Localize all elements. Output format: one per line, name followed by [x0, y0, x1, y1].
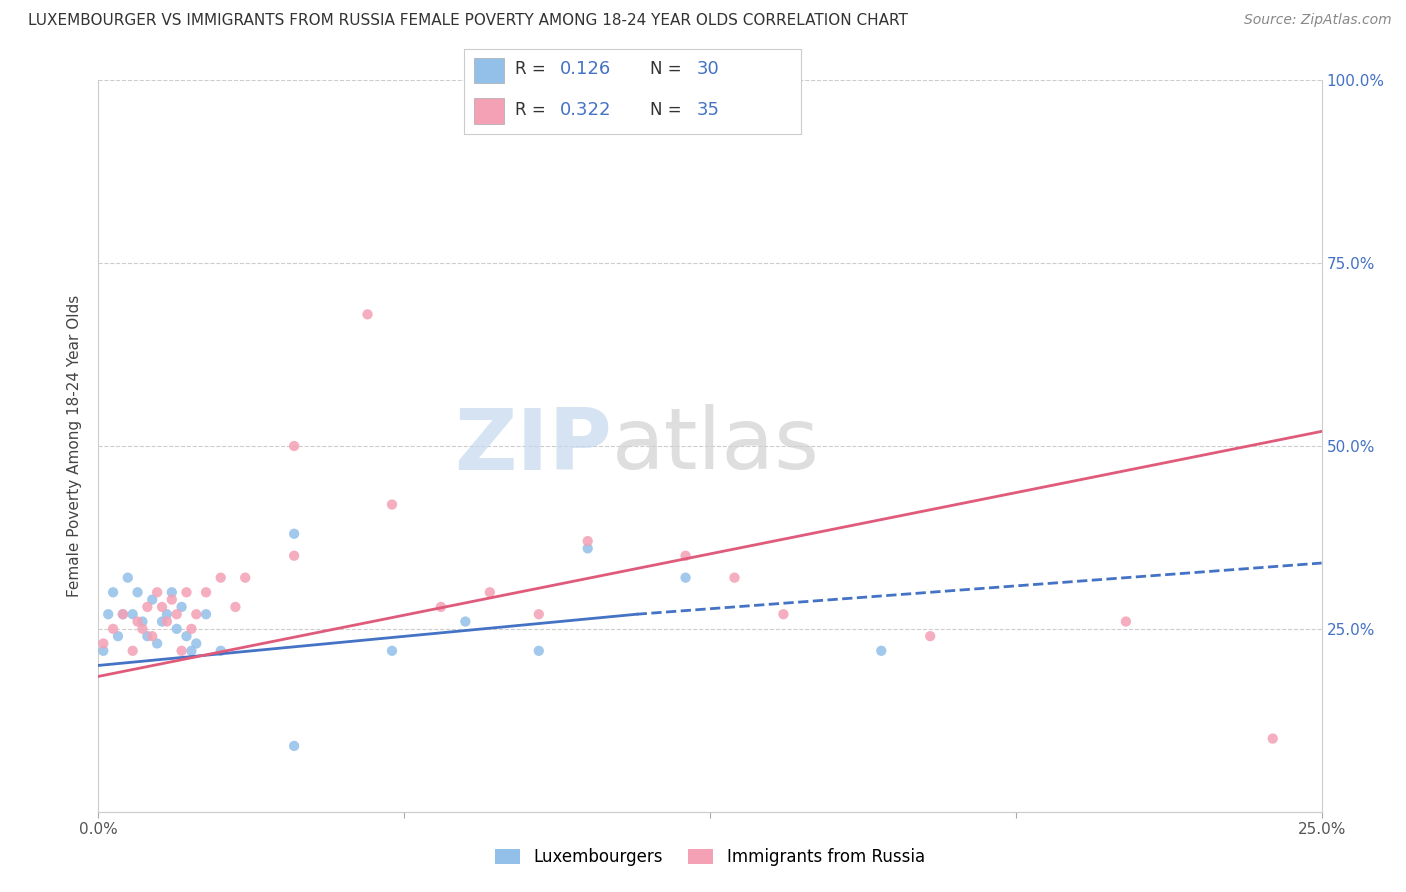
Point	[127, 615, 149, 629]
Point	[121, 644, 143, 658]
Point	[166, 622, 188, 636]
Point	[136, 629, 159, 643]
Point	[527, 607, 550, 622]
Point	[180, 622, 202, 636]
Point	[160, 592, 183, 607]
Point	[576, 541, 599, 556]
Point	[160, 585, 183, 599]
Point	[527, 644, 550, 658]
Point	[224, 599, 246, 614]
Point	[101, 622, 124, 636]
Y-axis label: Female Poverty Among 18-24 Year Olds: Female Poverty Among 18-24 Year Olds	[67, 295, 83, 597]
Text: 35: 35	[697, 101, 720, 119]
Legend: Luxembourgers, Immigrants from Russia: Luxembourgers, Immigrants from Russia	[489, 841, 931, 873]
Point	[381, 498, 404, 512]
Text: 30: 30	[697, 61, 720, 78]
Point	[131, 615, 153, 629]
Point	[141, 592, 163, 607]
Point	[121, 607, 143, 622]
Point	[141, 629, 163, 643]
Point	[180, 644, 202, 658]
Text: atlas: atlas	[612, 404, 820, 488]
Point	[146, 585, 169, 599]
Point	[195, 607, 218, 622]
Point	[283, 549, 305, 563]
Point	[1261, 731, 1284, 746]
Text: ZIP: ZIP	[454, 404, 612, 488]
Text: Source: ZipAtlas.com: Source: ZipAtlas.com	[1244, 13, 1392, 28]
Point	[111, 607, 134, 622]
Point	[146, 636, 169, 650]
Point	[454, 615, 477, 629]
Point	[176, 585, 198, 599]
Text: N =: N =	[650, 101, 681, 119]
Text: R =: R =	[515, 101, 546, 119]
Point	[381, 644, 404, 658]
Point	[150, 599, 173, 614]
Point	[101, 585, 124, 599]
Point	[356, 307, 378, 321]
Point	[576, 534, 599, 549]
Text: 0.322: 0.322	[560, 101, 612, 119]
Point	[91, 636, 114, 650]
Point	[233, 571, 256, 585]
Point	[150, 615, 173, 629]
Point	[1115, 615, 1137, 629]
Point	[170, 644, 193, 658]
Point	[170, 599, 193, 614]
Point	[209, 644, 232, 658]
Point	[870, 644, 893, 658]
Point	[430, 599, 453, 614]
Point	[195, 585, 218, 599]
Point	[675, 571, 697, 585]
Point	[283, 739, 305, 753]
Point	[186, 607, 208, 622]
Bar	[474, 98, 505, 124]
Point	[91, 644, 114, 658]
Point	[156, 607, 179, 622]
Point	[920, 629, 942, 643]
Point	[283, 439, 305, 453]
Point	[97, 607, 120, 622]
Point	[136, 599, 159, 614]
Point	[675, 549, 697, 563]
Text: R =: R =	[515, 61, 546, 78]
Point	[186, 636, 208, 650]
Point	[772, 607, 794, 622]
Point	[107, 629, 129, 643]
Point	[156, 615, 179, 629]
Point	[131, 622, 153, 636]
Text: N =: N =	[650, 61, 681, 78]
Point	[283, 526, 305, 541]
Point	[723, 571, 745, 585]
Point	[209, 571, 232, 585]
Point	[117, 571, 139, 585]
Point	[166, 607, 188, 622]
Point	[176, 629, 198, 643]
Text: 0.126: 0.126	[560, 61, 612, 78]
Text: LUXEMBOURGER VS IMMIGRANTS FROM RUSSIA FEMALE POVERTY AMONG 18-24 YEAR OLDS CORR: LUXEMBOURGER VS IMMIGRANTS FROM RUSSIA F…	[28, 13, 908, 29]
Point	[478, 585, 501, 599]
Point	[111, 607, 134, 622]
Bar	[474, 57, 505, 83]
Point	[127, 585, 149, 599]
